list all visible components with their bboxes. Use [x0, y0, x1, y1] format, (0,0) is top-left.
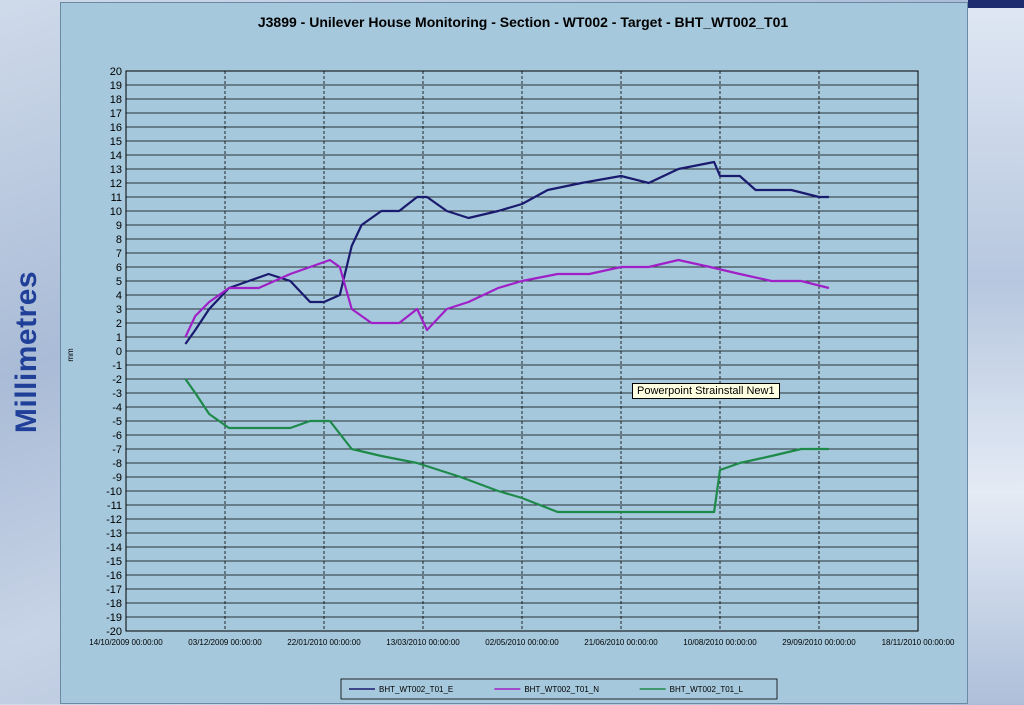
y-tick-label: -17	[106, 584, 122, 596]
y-tick-label: 4	[116, 290, 122, 302]
x-tick-label: 14/10/2009 00:00:00	[89, 638, 163, 647]
chart-title: J3899 - Unilever House Monitoring - Sect…	[258, 14, 789, 30]
y-tick-label: -10	[106, 486, 122, 498]
tooltip: Powerpoint Strainstall New1	[632, 383, 780, 399]
y-tick-label: -15	[106, 556, 122, 568]
y-tick-label: -8	[112, 458, 122, 470]
y-tick-label: -6	[112, 430, 122, 442]
x-tick-label: 22/01/2010 00:00:00	[287, 638, 361, 647]
x-tick-label: 29/09/2010 00:00:00	[782, 638, 856, 647]
y-tick-label: 10	[110, 206, 122, 218]
y-tick-label: -13	[106, 528, 122, 540]
y-tick-label: 11	[111, 192, 122, 204]
y-tick-label: 1	[116, 332, 122, 344]
y-tick-label: -1	[112, 360, 122, 372]
y-tick-label: 5	[116, 276, 122, 288]
y-tick-label: -9	[112, 472, 122, 484]
series-line-bht-wt002-t01-n	[184, 258, 830, 338]
legend-label: BHT_WT002_T01_E	[379, 685, 453, 694]
y-tick-label: 3	[116, 304, 122, 316]
y-tick-label: 16	[110, 122, 122, 134]
y-tick-label: -20	[106, 626, 122, 638]
y-tick-label: -7	[112, 444, 122, 456]
y-tick-label: 12	[110, 178, 122, 190]
grid-layer	[125, 70, 919, 632]
y-tick-label: 20	[110, 66, 122, 78]
legend-label: BHT_WT002_T01_L	[670, 685, 744, 694]
y-tick-label: -19	[106, 612, 122, 624]
y-tick-label: 19	[110, 80, 122, 92]
y-tick-label: -14	[106, 542, 122, 554]
y-tick-label: 7	[116, 248, 122, 260]
y-axis-label: mm	[66, 348, 75, 362]
y-tick-label: 2	[116, 318, 122, 330]
y-tick-label: 9	[116, 220, 122, 232]
x-tick-label: 21/06/2010 00:00:00	[584, 638, 658, 647]
y-tick-label: -3	[112, 388, 122, 400]
x-tick-label: 10/08/2010 00:00:00	[683, 638, 757, 647]
y-tick-label: 18	[110, 94, 122, 106]
x-tick-label: 03/12/2009 00:00:00	[188, 638, 262, 647]
axis-layer: 20191817161514131211109876543210-1-2-3-4…	[89, 66, 955, 647]
legend-box	[340, 678, 778, 700]
y-tick-label: -12	[106, 514, 122, 526]
line-chart: J3899 - Unilever House Monitoring - Sect…	[66, 14, 955, 700]
y-tick-label: 15	[110, 136, 122, 148]
series-line-bht-wt002-t01-l	[184, 378, 829, 514]
x-tick-label: 13/03/2010 00:00:00	[386, 638, 460, 647]
y-tick-label: 6	[116, 262, 122, 274]
x-tick-label: 18/11/2010 00:00:00	[882, 638, 955, 647]
millimetres-side-label: Millimetres	[10, 270, 43, 434]
x-tick-label: 02/05/2010 00:00:00	[485, 638, 559, 647]
legend-label: BHT_WT002_T01_N	[524, 685, 599, 694]
background-top-bar	[968, 0, 1024, 8]
series-line-bht-wt002-t01-e	[184, 160, 829, 345]
y-tick-label: -18	[106, 598, 122, 610]
y-tick-label: 14	[110, 150, 122, 162]
y-tick-label: -16	[106, 570, 122, 582]
y-tick-label: -5	[112, 416, 122, 428]
background-strip	[968, 0, 1024, 704]
legend: BHT_WT002_T01_E BHT_WT002_T01_N BHT_WT002_…	[340, 678, 778, 700]
y-tick-label: -11	[107, 500, 122, 512]
y-tick-label: -2	[112, 374, 122, 386]
y-tick-label: 17	[110, 108, 122, 120]
y-tick-label: 8	[116, 234, 122, 246]
chart-frame: J3899 - Unilever House Monitoring - Sect…	[60, 2, 968, 704]
series-layer	[184, 160, 830, 514]
y-tick-label: -4	[112, 402, 122, 414]
y-tick-label: 0	[116, 346, 122, 358]
y-tick-label: 13	[110, 164, 122, 176]
